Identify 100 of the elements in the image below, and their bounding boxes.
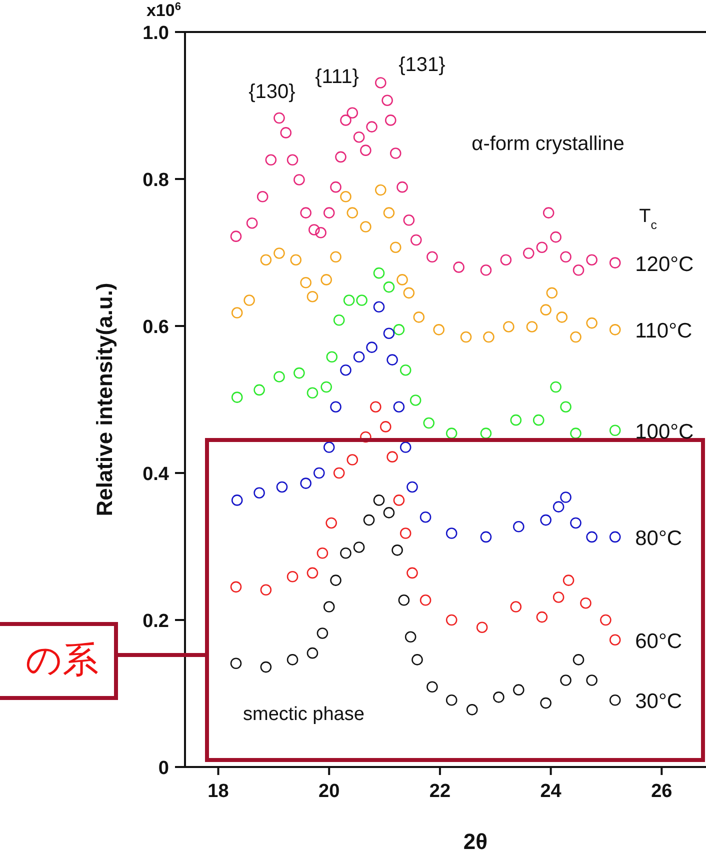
- series-label: 60°C: [635, 630, 682, 653]
- point: [400, 364, 412, 376]
- annotation: smectic phase: [243, 704, 364, 725]
- point: [572, 264, 584, 276]
- series-label: 100°C: [635, 420, 694, 444]
- point: [460, 331, 472, 343]
- point: [609, 531, 621, 543]
- point: [330, 574, 342, 586]
- point: [609, 634, 621, 646]
- point: [260, 254, 272, 266]
- point: [552, 592, 564, 603]
- point: [286, 570, 298, 582]
- point: [586, 531, 598, 543]
- point: [600, 614, 612, 626]
- point: [340, 190, 352, 202]
- text: x10$^{6}$: [146, 1, 181, 20]
- x-tick-label: 24: [540, 781, 562, 802]
- point: [383, 328, 395, 339]
- point: [420, 594, 432, 606]
- point: [265, 154, 277, 166]
- point: [316, 628, 328, 639]
- point: [420, 511, 432, 523]
- point: [510, 414, 522, 426]
- point: [532, 414, 544, 426]
- point: [230, 230, 242, 242]
- point: [340, 114, 352, 126]
- point: [346, 107, 358, 118]
- point: [276, 481, 288, 493]
- text: の系: [26, 639, 98, 680]
- point: [393, 401, 405, 412]
- point: [513, 521, 524, 532]
- point: [536, 611, 548, 623]
- point: [353, 131, 365, 143]
- point: [286, 154, 298, 166]
- point: [609, 424, 621, 436]
- point: [330, 251, 342, 263]
- point: [406, 481, 418, 493]
- x-tick-label: 22: [429, 781, 451, 802]
- point: [373, 267, 385, 279]
- point: [366, 342, 378, 353]
- point: [586, 254, 598, 266]
- point: [323, 601, 335, 612]
- point: [580, 597, 592, 609]
- point: [446, 428, 458, 439]
- y-tick-label: 0.2: [142, 611, 169, 632]
- point: [403, 287, 415, 299]
- point: [390, 148, 402, 159]
- point: [274, 112, 285, 124]
- point: [353, 542, 365, 553]
- point: [426, 681, 438, 693]
- point: [550, 381, 562, 393]
- point: [353, 351, 365, 363]
- point: [536, 242, 548, 254]
- point: [370, 401, 382, 412]
- point: [300, 478, 312, 489]
- point: [254, 487, 265, 498]
- point: [366, 121, 378, 132]
- point: [560, 492, 572, 503]
- y-tick-label: 1.0: [142, 23, 169, 44]
- point: [333, 467, 345, 479]
- point: [433, 324, 444, 336]
- point: [375, 184, 386, 196]
- point: [244, 294, 255, 306]
- point: [360, 144, 372, 156]
- point: [346, 207, 358, 218]
- point: [609, 694, 621, 706]
- point: [315, 227, 326, 238]
- point: [274, 248, 285, 259]
- point: [480, 531, 492, 543]
- point: [274, 371, 285, 382]
- annotation: T$_{c}$: [639, 206, 657, 232]
- point: [446, 614, 458, 626]
- point: [323, 207, 335, 218]
- point: [246, 217, 258, 229]
- point: [313, 467, 325, 479]
- point: [382, 94, 393, 106]
- point: [384, 114, 396, 126]
- point: [480, 428, 492, 439]
- point: [343, 294, 355, 306]
- point: [540, 304, 552, 316]
- point: [446, 528, 458, 539]
- point: [556, 312, 568, 323]
- point: [308, 224, 320, 236]
- point: [542, 207, 554, 218]
- point: [400, 442, 412, 453]
- point: [412, 654, 423, 666]
- annotation: {131}: [398, 54, 446, 76]
- point: [323, 442, 335, 453]
- point: [300, 207, 312, 218]
- point: [396, 274, 408, 286]
- series-label: 110°C: [635, 320, 692, 343]
- point: [609, 324, 621, 336]
- point: [383, 281, 395, 293]
- point: [386, 354, 398, 366]
- point: [260, 661, 272, 673]
- point: [330, 401, 342, 412]
- point: [546, 287, 558, 299]
- x-tick-label: 26: [651, 781, 672, 802]
- point: [316, 547, 328, 559]
- point: [340, 364, 352, 376]
